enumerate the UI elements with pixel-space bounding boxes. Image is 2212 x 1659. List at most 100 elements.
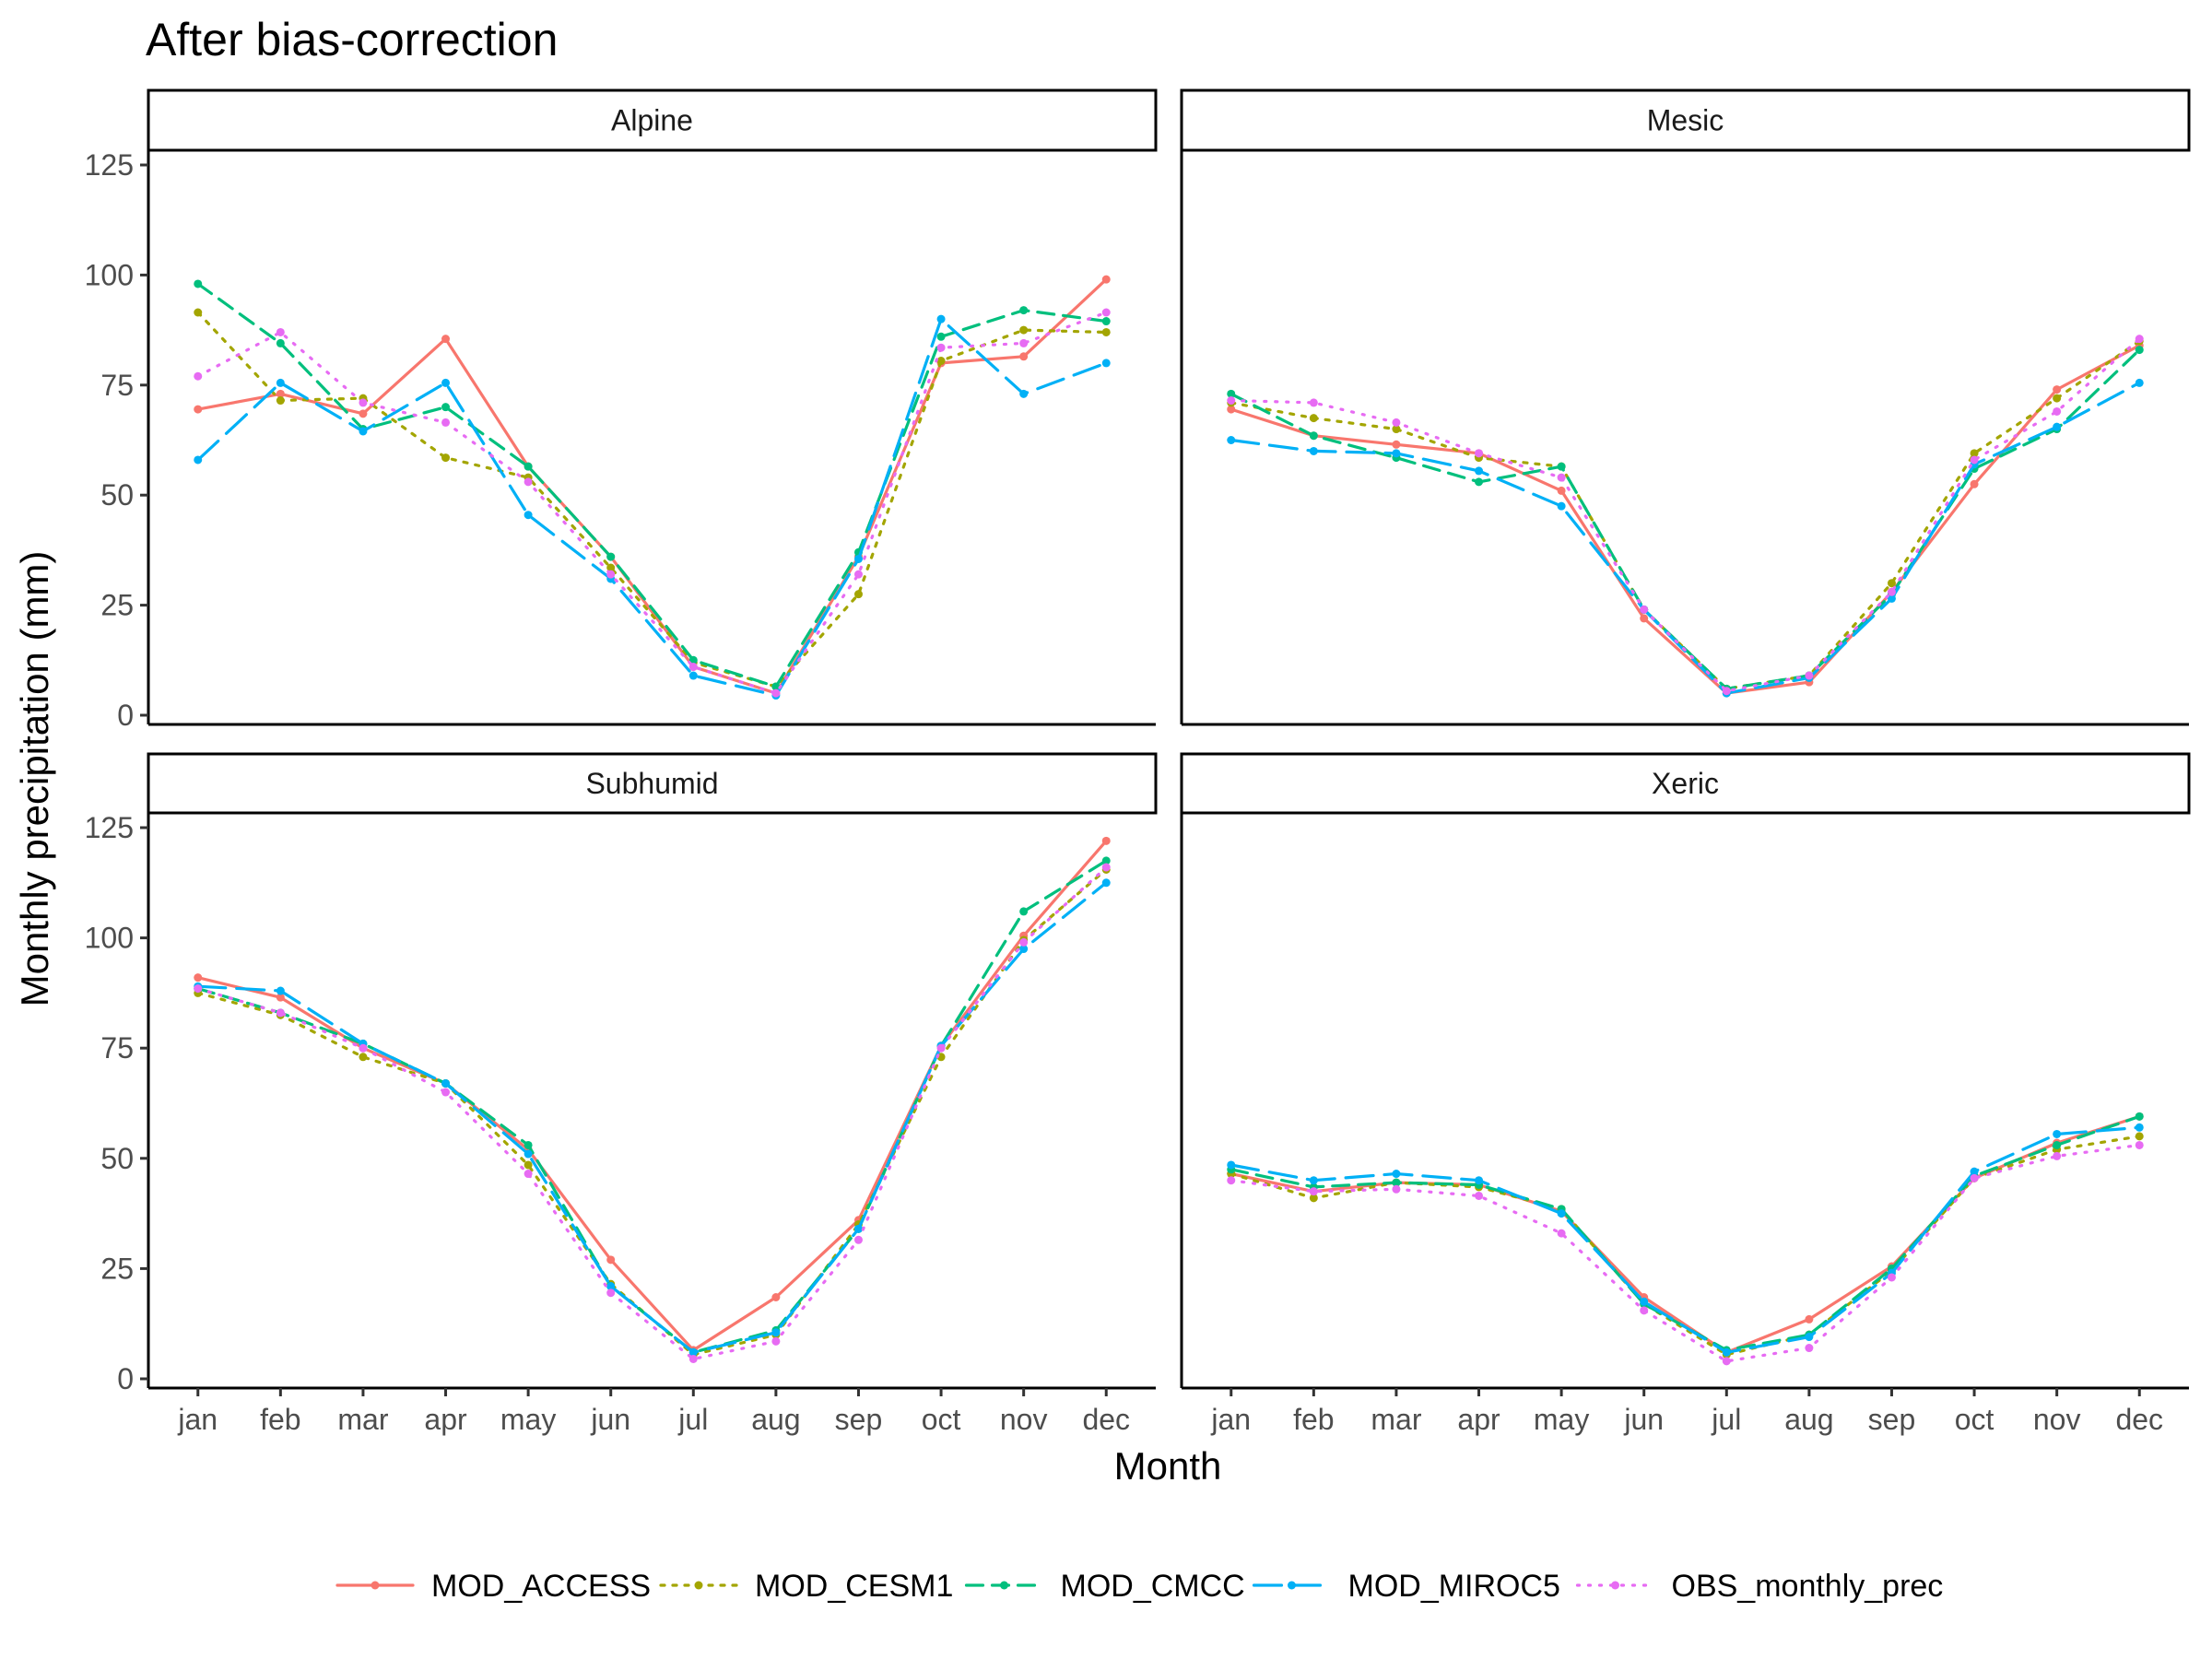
point-alpine-mod-miroc5-mar [359, 427, 368, 436]
point-alpine-obs-monthly-prec-jun [606, 570, 616, 579]
point-mesic-mod-cesm1-feb [1309, 414, 1318, 423]
point-alpine-mod-access-nov [1019, 352, 1029, 361]
x-tick-label-subhumid-nov: nov [1000, 1403, 1048, 1436]
point-alpine-obs-monthly-prec-sep [853, 570, 863, 579]
legend-item-mod-cmcc: MOD_CMCC [964, 1569, 1245, 1604]
point-alpine-mod-cmcc-jan [194, 279, 203, 288]
point-mesic-mod-miroc5-dec [2135, 378, 2144, 387]
point-xeric-mod-access-aug [1805, 1314, 1814, 1324]
point-mesic-mod-miroc5-apr [1475, 466, 1484, 476]
point-subhumid-mod-access-aug [771, 1292, 781, 1301]
x-tick-label-subhumid-mar: mar [337, 1403, 388, 1436]
point-mesic-mod-access-nov [2053, 385, 2062, 394]
point-mesic-obs-monthly-prec-dec [2135, 335, 2144, 344]
point-xeric-obs-monthly-prec-jan [1227, 1176, 1236, 1185]
point-xeric-obs-monthly-prec-oct [1970, 1173, 1979, 1182]
y-tick-label-alpine-100: 100 [85, 258, 134, 291]
point-xeric-mod-miroc5-may [1557, 1209, 1566, 1218]
point-subhumid-mod-cmcc-dec [1101, 856, 1111, 865]
point-xeric-obs-monthly-prec-nov [2053, 1151, 2062, 1160]
panel-xeric: Xeric jan feb mar apr may jun jul aug sep oct nov de… [1180, 752, 2191, 1436]
point-subhumid-mod-access-jan [194, 973, 203, 982]
point-alpine-mod-cmcc-jul [688, 655, 698, 665]
point-alpine-mod-miroc5-oct [936, 314, 946, 324]
y-tick-label-alpine-125: 125 [85, 148, 134, 182]
panel-subhumid: Subhumid 0 25 50 75 100 125 jan feb mar apr may jun j… [85, 752, 1158, 1436]
point-mesic-mod-access-mar [1392, 440, 1401, 449]
point-mesic-obs-monthly-prec-feb [1309, 398, 1318, 407]
series-line-subhumid-obs-monthly-prec [196, 865, 1108, 1361]
point-alpine-mod-cmcc-dec [1101, 317, 1111, 326]
series-line-subhumid-mod-miroc5 [196, 881, 1108, 1354]
y-tick-label-alpine-25: 25 [100, 589, 134, 622]
x-tick-label-subhumid-may: may [500, 1403, 556, 1436]
point-subhumid-obs-monthly-prec-apr [441, 1088, 451, 1097]
point-alpine-obs-monthly-prec-mar [359, 398, 368, 407]
facet-strip-mesic [1180, 88, 2191, 152]
series-line-mesic-obs-monthly-prec [1230, 337, 2141, 693]
point-subhumid-obs-monthly-prec-sep [853, 1235, 863, 1244]
series-line-alpine-mod-cesm1 [196, 311, 1108, 688]
point-mesic-mod-miroc5-nov [2053, 422, 2062, 431]
panel-mesic: Mesic [1180, 88, 2191, 726]
legend-key-point-obs-monthly-prec [1611, 1581, 1619, 1590]
series-line-mesic-mod-miroc5 [1230, 381, 2141, 695]
point-subhumid-mod-miroc5-jun [606, 1282, 616, 1291]
point-mesic-obs-monthly-prec-aug [1805, 671, 1814, 680]
point-alpine-obs-monthly-prec-jan [194, 371, 203, 381]
point-alpine-mod-cesm1-jun [606, 563, 616, 572]
x-tick-label-xeric-sep: sep [1868, 1403, 1916, 1436]
point-alpine-mod-cesm1-sep [853, 590, 863, 599]
point-subhumid-mod-cmcc-nov [1019, 907, 1029, 916]
y-tick-label-subhumid-25: 25 [100, 1252, 134, 1285]
point-subhumid-obs-monthly-prec-jun [606, 1288, 616, 1298]
point-xeric-mod-miroc5-nov [2053, 1129, 2062, 1138]
point-xeric-mod-miroc5-jun [1640, 1297, 1649, 1306]
point-mesic-mod-cmcc-may [1557, 462, 1566, 471]
point-alpine-mod-cmcc-oct [936, 332, 946, 341]
point-mesic-mod-access-oct [1970, 479, 1979, 488]
point-mesic-mod-cmcc-apr [1475, 477, 1484, 487]
point-alpine-mod-miroc5-jul [688, 671, 698, 680]
point-alpine-mod-miroc5-nov [1019, 389, 1029, 398]
facet-panels: Alpine 0 25 50 75 100 125 Mesic Subhumid 0 25 50 75 1… [85, 88, 2191, 1436]
point-mesic-obs-monthly-prec-jun [1640, 605, 1649, 614]
point-subhumid-mod-miroc5-apr [441, 1078, 451, 1088]
point-xeric-obs-monthly-prec-dec [2135, 1140, 2144, 1149]
point-subhumid-mod-cesm1-may [524, 1160, 533, 1170]
facet-label-mesic: Mesic [1647, 104, 1724, 137]
x-tick-label-subhumid-feb: feb [260, 1403, 300, 1436]
point-mesic-mod-cmcc-feb [1309, 431, 1318, 441]
x-tick-label-xeric-feb: feb [1293, 1403, 1334, 1436]
point-subhumid-obs-monthly-prec-mar [359, 1043, 368, 1053]
point-mesic-mod-cesm1-mar [1392, 425, 1401, 434]
point-mesic-mod-miroc5-sep [1887, 594, 1896, 603]
point-alpine-mod-access-apr [441, 335, 451, 344]
series-line-xeric-mod-access [1230, 1114, 2141, 1354]
point-alpine-mod-access-jan [194, 405, 203, 414]
point-subhumid-mod-miroc5-sep [853, 1224, 863, 1233]
series-line-xeric-obs-monthly-prec [1230, 1143, 2141, 1363]
x-tick-label-subhumid-jul: jul [677, 1403, 708, 1436]
facet-strip-subhumid [147, 752, 1158, 815]
point-alpine-mod-access-feb [276, 389, 285, 398]
x-tick-label-subhumid-aug: aug [751, 1403, 800, 1436]
legend-label-mod-access: MOD_ACCESS [431, 1569, 651, 1604]
point-alpine-mod-cesm1-apr [441, 453, 451, 463]
legend-key-point-mod-miroc5 [1288, 1581, 1296, 1590]
series-line-xeric-mod-cmcc [1230, 1114, 2141, 1352]
point-mesic-obs-monthly-prec-jan [1227, 396, 1236, 406]
point-alpine-obs-monthly-prec-feb [276, 327, 285, 336]
legend-key-point-mod-access [371, 1581, 380, 1590]
point-subhumid-mod-cmcc-may [524, 1140, 533, 1149]
legend-item-obs-monthly-prec: OBS_monthly_prec [1575, 1569, 1943, 1604]
point-alpine-obs-monthly-prec-nov [1019, 338, 1029, 347]
x-tick-label-subhumid-dec: dec [1082, 1403, 1130, 1436]
facet-strip-alpine [147, 88, 1158, 152]
point-xeric-obs-monthly-prec-jun [1640, 1306, 1649, 1315]
point-mesic-mod-access-jan [1227, 405, 1236, 414]
point-alpine-obs-monthly-prec-apr [441, 418, 451, 427]
legend-item-mod-access: MOD_ACCESS [335, 1569, 651, 1604]
point-subhumid-mod-miroc5-may [524, 1149, 533, 1159]
